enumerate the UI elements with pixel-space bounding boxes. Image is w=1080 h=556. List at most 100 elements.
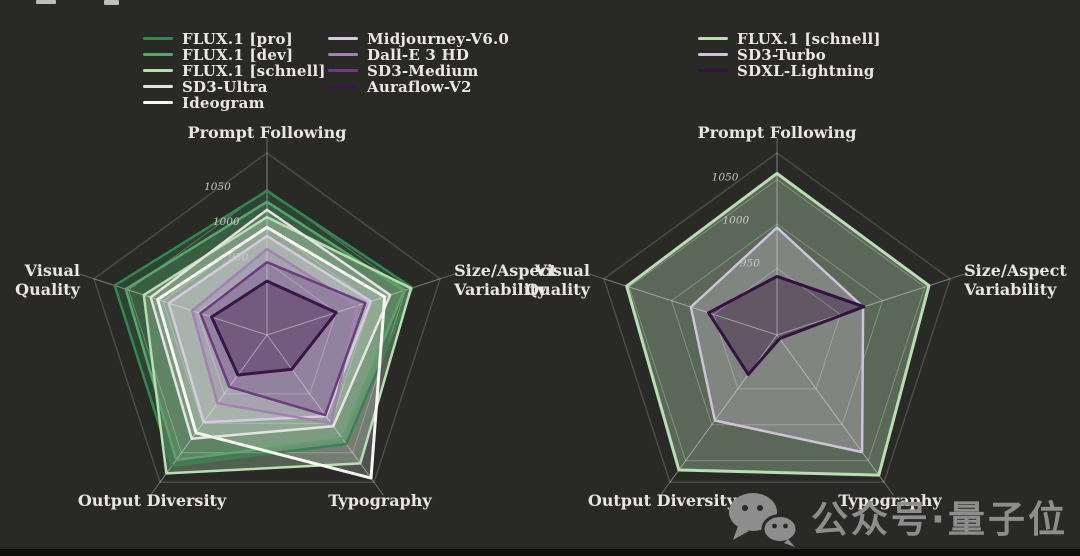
legend-swatch <box>698 69 728 72</box>
watermark: 公众号·量子位 <box>727 491 1068 547</box>
axis-label-typography: Typography <box>838 491 942 511</box>
radial-tick-label: 950 <box>228 252 248 264</box>
legend-swatch <box>698 53 728 56</box>
legend-item-dall-e-3-hd: Dall-E 3 HD <box>328 45 509 64</box>
series-area-flux-1-schnell <box>626 173 929 476</box>
series-line-sd3-ultra <box>149 208 392 440</box>
cropped-text-fragment <box>36 0 56 4</box>
axis-extension-line <box>439 273 456 280</box>
legend-item-sd3-turbo: SD3-Turbo <box>698 45 881 64</box>
legend-label: FLUX.1 [dev] <box>182 45 294 64</box>
axis-extension-line <box>883 481 894 496</box>
legend-swatch <box>328 69 358 72</box>
legend-label: SD3-Ultra <box>182 77 268 96</box>
series-area-ideogram <box>157 227 385 479</box>
legend-swatch <box>328 53 358 56</box>
radial-tick-label: 1050 <box>712 171 739 183</box>
legend-label: Auraflow-V2 <box>367 77 472 96</box>
legend-swatch <box>143 85 173 88</box>
axis-extension-line <box>373 481 384 496</box>
legend-label: FLUX.1 [schnell] <box>737 29 881 48</box>
series-line-sd3-turbo <box>689 226 865 454</box>
axis-label-prompt-following: Prompt Following <box>187 123 347 143</box>
legend-right: FLUX.1 [schnell] SD3-Turbo SDXL-Lightning <box>698 29 881 80</box>
axis-spoke-line <box>776 334 885 483</box>
radar-chart-left: 1050 1000 950 <box>78 137 456 496</box>
radar-chart-right: 1050 1000 950 <box>588 137 966 496</box>
grid-ring <box>162 225 372 424</box>
series-line-ideogram <box>156 225 387 480</box>
axis-label-visual-quality: Visual Quality <box>15 260 80 299</box>
legend-item-flux-1-schnell: FLUX.1 [schnell] <box>143 61 326 80</box>
legend-left-column-2: Midjourney-V6.0 Dall-E 3 HD SD3-Medium Aura… <box>328 29 510 96</box>
radial-tick-label: 1000 <box>722 214 749 226</box>
series-line-dall-e-3-hd <box>190 247 359 425</box>
axis-extension-line <box>949 273 966 280</box>
legend-item-sd3-ultra: SD3-Ultra <box>143 77 326 96</box>
grid-ring <box>713 267 841 390</box>
series-line-sd3-medium <box>199 260 367 417</box>
outer-boundary <box>603 152 951 483</box>
grid-ring <box>670 223 884 426</box>
axis-label-output-diversity: Output Diversity <box>77 491 227 511</box>
legend-item-ideogram: Ideogram <box>143 93 326 112</box>
legend-item-flux-1-schnell: FLUX.1 [schnell] <box>698 29 881 48</box>
legend-label: FLUX.1 [schnell] <box>182 61 326 80</box>
legend-item-flux-1-dev: FLUX.1 [dev] <box>143 45 326 64</box>
axis-label-prompt-following: Prompt Following <box>697 123 857 143</box>
watermark-text: 公众号·量子位 <box>810 497 1068 541</box>
series-line-auraflow-v2 <box>210 279 338 377</box>
axis-spoke-line <box>93 278 268 336</box>
grid-ring <box>628 178 926 462</box>
axis-extension-line <box>150 481 161 496</box>
series-line-flux-1-schnell <box>142 215 413 475</box>
axis-extension-line <box>660 481 671 496</box>
legend-label: Midjourney-V6.0 <box>367 29 510 48</box>
legend-label: Ideogram <box>182 93 265 112</box>
legend-left-column-1: FLUX.1 [pro] FLUX.1 [dev] FLUX.1 [schnell]… <box>143 30 326 112</box>
axis-label-size-aspect-variability: Size/Aspect Variability <box>454 260 557 299</box>
axis-spoke-line <box>266 334 375 483</box>
radial-tick-label: 1000 <box>213 216 240 228</box>
legend-item-sdxl-lightning: SDXL-Lightning <box>698 61 881 80</box>
axis-label-output-diversity: Output Diversity <box>587 491 737 511</box>
axis-label-typography: Typography <box>328 491 432 511</box>
bottom-bar <box>0 549 1080 556</box>
grid-ring <box>197 261 337 395</box>
series-area-sd3-medium <box>200 262 366 416</box>
legend-item-auraflow-v2: Auraflow-V2 <box>328 77 509 96</box>
axis-extension-line <box>588 273 605 280</box>
radial-tick-label: 950 <box>740 258 760 270</box>
legend-label: SD3-Medium <box>367 61 479 80</box>
legend-swatch <box>328 85 358 88</box>
series-line-midjourney-v6-0 <box>167 234 373 424</box>
radial-tick-label: 1050 <box>204 181 231 193</box>
legend-item-sd3-medium: SD3-Medium <box>328 61 509 80</box>
legend-item-midjourney-v6-0: Midjourney-V6.0 <box>328 29 510 48</box>
outer-boundary <box>93 152 441 483</box>
series-area-dall-e-3-hd <box>192 249 357 424</box>
series-area-flux-1-schnell <box>143 217 412 474</box>
legend-swatch <box>143 69 173 72</box>
legend-label: SD3-Turbo <box>737 45 826 64</box>
wechat-icon <box>728 493 799 547</box>
legend-item-flux-1-pro: FLUX.1 [pro] <box>143 30 326 48</box>
legend-swatch <box>328 37 358 40</box>
cropped-text-fragment <box>104 0 119 5</box>
axis-label-size-aspect-variability: Size/Aspect Variability <box>964 260 1067 299</box>
legend-swatch <box>143 101 173 104</box>
series-area-sdxl-lightning <box>708 276 864 375</box>
axis-extension-line <box>78 273 95 280</box>
series-line-sdxl-lightning <box>707 274 866 376</box>
axis-spoke-line <box>669 334 778 483</box>
axis-label-visual-quality: Visual Quality <box>525 260 590 299</box>
legend-label: SDXL-Lightning <box>737 61 875 80</box>
legend-swatch <box>143 53 173 56</box>
legend-label: Dall-E 3 HD <box>367 45 470 64</box>
series-line-flux-1-pro <box>113 189 414 468</box>
series-line-flux-1-schnell <box>625 171 931 477</box>
axis-spoke-line <box>159 334 268 483</box>
legend-swatch <box>143 37 173 40</box>
